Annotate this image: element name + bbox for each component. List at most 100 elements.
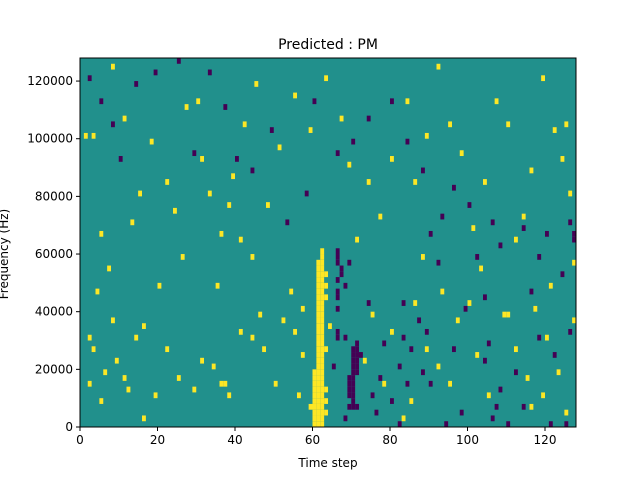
heatmap-cell-high	[250, 254, 255, 260]
heatmap-cell-high	[440, 288, 445, 295]
heatmap-cell-high	[95, 288, 100, 295]
heatmap-cell-high	[421, 254, 425, 260]
heatmap-cell-low	[537, 254, 542, 260]
heatmap-cell-high	[494, 98, 499, 105]
x-tick-label: 80	[382, 433, 397, 447]
heatmap-cell-low	[355, 357, 360, 364]
heatmap-cell-low	[397, 421, 402, 427]
heatmap-cell-low	[335, 150, 340, 157]
heatmap-cell-high	[320, 254, 325, 260]
heatmap-cell-high	[312, 375, 317, 381]
y-tick-label: 0	[65, 420, 73, 434]
heatmap-cell-high	[316, 392, 321, 399]
heatmap-cell-low	[440, 213, 445, 220]
heatmap-cell-high	[316, 282, 321, 289]
heatmap-cell-high	[316, 265, 321, 272]
heatmap-cell-low	[285, 219, 290, 226]
x-tick-label: 20	[150, 433, 165, 447]
heatmap-cell-high	[238, 328, 243, 335]
heatmap-cell-low	[483, 357, 487, 364]
heatmap-cell-high	[320, 248, 325, 255]
heatmap-cell-high	[405, 98, 410, 105]
heatmap-cell-low	[366, 300, 371, 306]
heatmap-cell-high	[545, 334, 549, 341]
heatmap-cell-high	[316, 334, 321, 341]
x-tick-label: 120	[534, 433, 557, 447]
heatmap-cell-low	[521, 225, 526, 231]
heatmap-plot-area	[79, 57, 577, 428]
heatmap-cell-high	[316, 386, 321, 393]
heatmap-cell-high	[448, 121, 453, 128]
heatmap-cell-low	[99, 98, 104, 105]
heatmap-cell-high	[324, 75, 329, 82]
x-tick-label: 60	[305, 433, 320, 447]
heatmap-cell-low	[339, 271, 344, 278]
heatmap-cell-high	[390, 156, 394, 162]
heatmap-cell-low	[335, 334, 340, 341]
heatmap-cell-high	[502, 311, 507, 318]
heatmap-cell-high	[87, 334, 92, 341]
heatmap-cell-low	[347, 380, 352, 387]
heatmap-cell-high	[262, 346, 267, 353]
heatmap-cell-low	[351, 346, 356, 353]
heatmap-cell-high	[568, 190, 573, 197]
heatmap-cell-low	[490, 415, 495, 422]
heatmap-cell-low	[134, 81, 139, 87]
heatmap-cell-high	[316, 288, 321, 295]
heatmap-cell-low	[355, 352, 360, 358]
heatmap-cell-low	[335, 259, 340, 266]
heatmap-cell-high	[320, 259, 325, 266]
heatmap-cell-high	[347, 161, 352, 168]
heatmap-cell-high	[293, 328, 298, 335]
heatmap-cell-low	[339, 265, 344, 272]
heatmap-cell-high	[281, 317, 286, 324]
heatmap-cell-low	[366, 115, 371, 122]
heatmap-cell-low	[452, 184, 456, 191]
heatmap-cell-high	[390, 328, 394, 335]
heatmap-cell-low	[564, 421, 569, 427]
heatmap-cell-high	[320, 340, 325, 347]
heatmap-cell-high	[316, 409, 321, 416]
heatmap-cell-low	[382, 340, 387, 347]
heatmap-cell-high	[572, 259, 577, 266]
heatmap-cell-low	[490, 219, 495, 226]
heatmap-cell-high	[366, 179, 371, 185]
heatmap-cell-high	[83, 132, 88, 139]
heatmap-cell-high	[312, 398, 317, 404]
heatmap-cell-low	[417, 317, 422, 324]
heatmap-cell-low	[521, 403, 526, 410]
heatmap-cell-high	[320, 421, 325, 427]
heatmap-cell-high	[316, 259, 321, 266]
heatmap-cell-high	[176, 375, 181, 381]
heatmap-cell-low	[223, 104, 228, 110]
heatmap-cell-high	[87, 380, 92, 387]
heatmap-cell-low	[467, 202, 472, 208]
heatmap-cell-low	[235, 156, 239, 162]
heatmap-cell-high	[324, 398, 329, 404]
heatmap-cell-high	[541, 75, 546, 82]
heatmap-cell-high	[316, 305, 321, 312]
heatmap-cell-high	[320, 363, 325, 370]
heatmap-cell-low	[351, 363, 356, 370]
heatmap-cell-low	[118, 156, 123, 162]
heatmap-cell-high	[157, 282, 162, 289]
heatmap-cell-high	[320, 300, 325, 306]
heatmap-cell-high	[312, 415, 317, 422]
heatmap-cell-high	[413, 179, 418, 185]
heatmap-cell-high	[316, 369, 321, 376]
heatmap-cell-high	[184, 104, 189, 110]
heatmap-cell-high	[289, 288, 294, 295]
heatmap-cell-low	[401, 300, 406, 306]
heatmap-cell-high	[320, 403, 325, 410]
heatmap-cell-high	[355, 236, 360, 243]
heatmap-cell-low	[347, 403, 352, 410]
heatmap-cell-low	[347, 259, 352, 266]
heatmap-cell-low	[514, 369, 518, 376]
heatmap-cell-low	[355, 346, 360, 353]
heatmap-cells	[83, 58, 577, 427]
heatmap-cell-low	[347, 375, 352, 381]
heatmap-cell-high	[320, 409, 325, 416]
heatmap-cell-low	[355, 403, 360, 410]
heatmap-cell-high	[316, 271, 321, 278]
